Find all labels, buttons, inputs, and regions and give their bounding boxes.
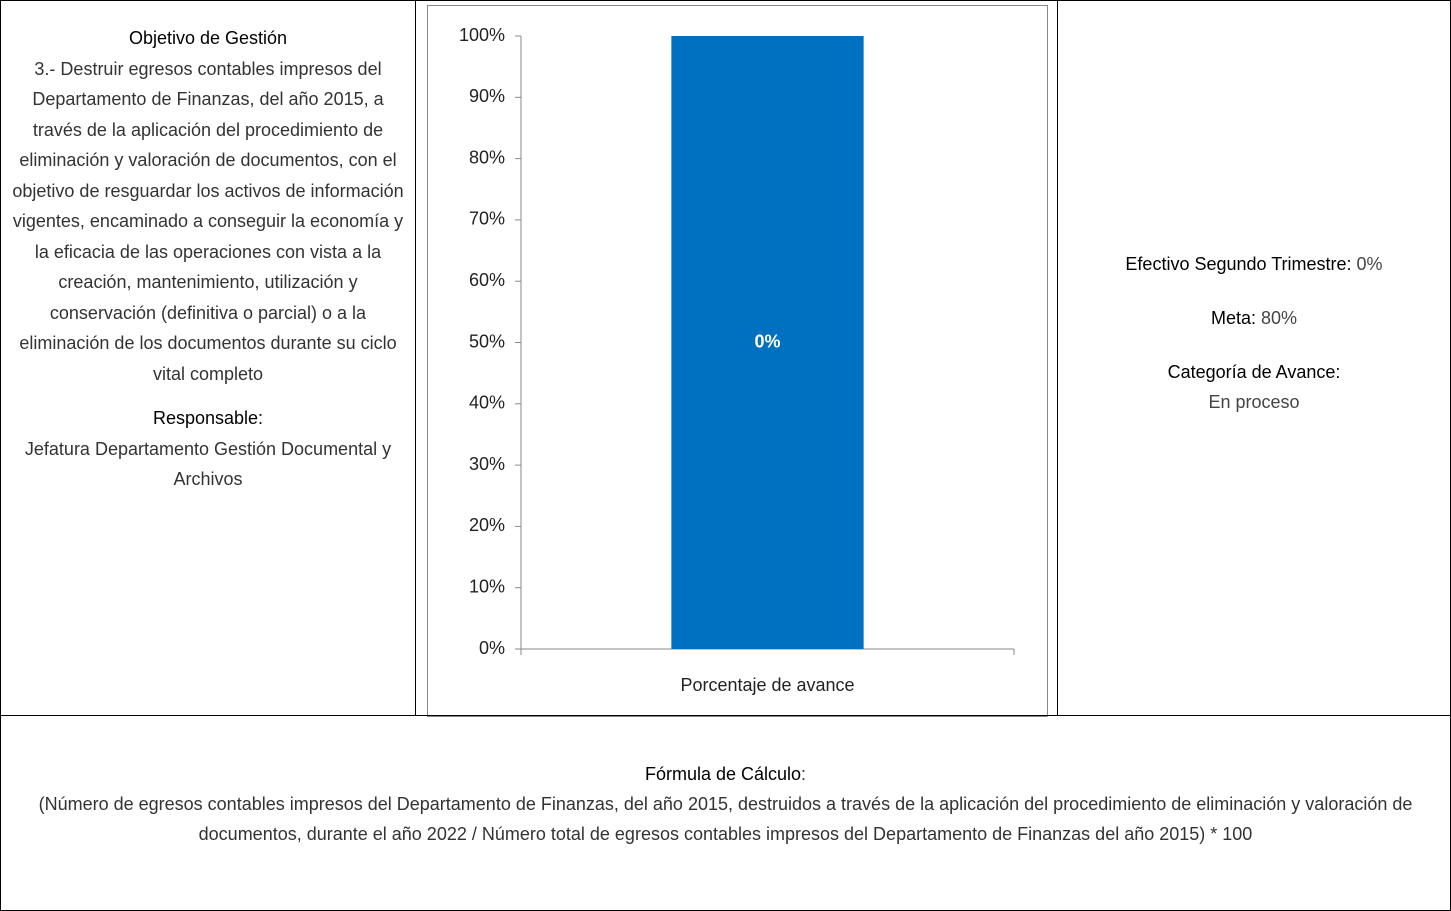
y-tick-label: 10%	[469, 576, 505, 596]
responsible: Jefatura Departamento Gestión Documental…	[24, 438, 392, 490]
objective-text: 3.- Destruir egresos contables impresos …	[12, 58, 404, 384]
bar-annotation: 0%	[754, 331, 780, 351]
formula-text: (Número de egresos contables impresos de…	[38, 794, 1413, 844]
y-tick-label: 80%	[469, 147, 505, 167]
y-tick-label: 70%	[469, 209, 505, 229]
status-item: Meta: 80%	[1058, 303, 1450, 333]
y-tick-label: 30%	[469, 454, 505, 474]
y-tick-label: 20%	[469, 515, 505, 535]
category: En proceso	[1208, 392, 1300, 412]
status-value: 80%	[1261, 308, 1298, 328]
y-tick-label: 100%	[459, 25, 505, 45]
status-cell: Efectivo Segundo Trimestre: 0% Meta: 80%…	[1057, 0, 1451, 716]
chart-cell: 0% 10% 20% 30% 40% 50% 60% 70% 80% 90% 100% Porcent…	[415, 0, 1058, 717]
y-tick-label: 0%	[479, 638, 505, 658]
objective-cell: Objetivo de Gestión 3.- Destruir egresos…	[0, 0, 416, 716]
status-value: 0%	[1356, 254, 1383, 274]
status-label: Efectivo Segundo Trimestre:	[1125, 254, 1352, 274]
category-title: Categoría de Avance:	[1167, 362, 1341, 382]
formula-title: Fórmula de Cálculo	[644, 764, 802, 784]
objective-title: Objetivo de Gestión	[128, 28, 288, 48]
bar	[671, 36, 864, 649]
status-label: Meta:	[1210, 308, 1256, 328]
formula-punctuation: :	[801, 764, 807, 784]
y-tick-label: 50%	[469, 331, 505, 351]
y-tick-label: 90%	[469, 86, 505, 106]
y-tick-label: 60%	[469, 270, 505, 290]
y-tick-label: 40%	[469, 393, 505, 413]
x-tick-label: Porcentaje de avance	[680, 675, 854, 695]
chart: 0% 10% 20% 30% 40% 50% 60% 70% 80% 90% 100% Porcent…	[427, 5, 1048, 717]
responsible-title: Responsable:	[152, 408, 264, 428]
formula-cell: Fórmula de Cálculo: (Número de egresos c…	[0, 715, 1451, 911]
status-item: Efectivo Segundo Trimestre: 0%	[1058, 249, 1450, 279]
